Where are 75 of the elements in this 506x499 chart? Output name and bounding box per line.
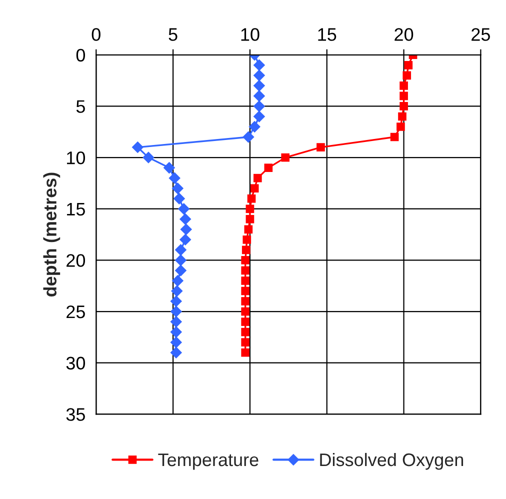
point	[241, 328, 250, 336]
point	[400, 82, 408, 90]
point	[174, 264, 187, 276]
point	[174, 244, 187, 256]
point	[241, 266, 250, 275]
point	[398, 112, 406, 121]
point	[253, 90, 266, 102]
point	[253, 100, 266, 112]
point	[179, 234, 192, 246]
point	[253, 80, 266, 92]
point	[241, 256, 250, 264]
point	[253, 174, 262, 182]
point	[253, 59, 266, 72]
point	[163, 162, 176, 174]
point	[171, 285, 183, 297]
point	[241, 318, 250, 326]
point	[170, 346, 182, 358]
point	[404, 60, 413, 70]
y-tick-label: 35	[66, 408, 85, 421]
point	[172, 182, 184, 194]
point	[241, 276, 250, 285]
point	[142, 152, 154, 164]
x-tick-label: 15	[318, 28, 336, 41]
x-tick-label: 25	[472, 28, 490, 41]
y-tick-label: 20	[66, 254, 86, 267]
point	[180, 224, 192, 236]
point	[400, 92, 408, 100]
point	[396, 122, 405, 131]
point	[242, 235, 252, 244]
x-tick-label: 5	[168, 28, 178, 41]
x-tick-label: 20	[394, 28, 414, 41]
point	[253, 70, 266, 82]
point	[244, 225, 253, 234]
legend-label: Temperature	[158, 454, 258, 470]
point	[242, 131, 254, 143]
point	[246, 214, 254, 224]
point	[132, 141, 144, 154]
point	[170, 336, 182, 348]
point	[390, 132, 399, 142]
point	[178, 202, 190, 215]
point	[241, 307, 250, 316]
point	[170, 316, 182, 328]
point	[253, 110, 266, 122]
point	[174, 254, 187, 266]
point	[241, 297, 250, 306]
point	[172, 274, 184, 287]
y-tick-label: 30	[66, 356, 86, 370]
point	[402, 71, 412, 80]
point	[250, 184, 259, 193]
point	[242, 246, 250, 254]
x-tick-label: 10	[241, 28, 260, 41]
y-axis-title: depth (metres)	[43, 172, 60, 296]
point	[248, 120, 260, 133]
point	[400, 102, 408, 110]
point	[241, 348, 250, 357]
y-tick-label: 15	[67, 202, 85, 216]
legend-label: Dissolved Oxygen	[320, 452, 464, 470]
point	[168, 172, 180, 184]
point	[170, 306, 182, 318]
point	[170, 295, 182, 308]
point	[247, 194, 256, 203]
point	[170, 326, 182, 338]
point	[241, 286, 250, 296]
point	[179, 213, 192, 226]
point	[281, 153, 290, 162]
x-tick-label: 0	[92, 28, 100, 41]
y-tick-label: 0	[76, 48, 86, 62]
point	[241, 338, 250, 346]
y-tick-label: 10	[67, 151, 86, 164]
point	[264, 164, 273, 172]
point	[316, 143, 325, 152]
point	[173, 192, 186, 204]
y-tick-label: 5	[76, 100, 85, 113]
y-tick-label: 25	[66, 305, 85, 318]
point	[246, 204, 254, 214]
